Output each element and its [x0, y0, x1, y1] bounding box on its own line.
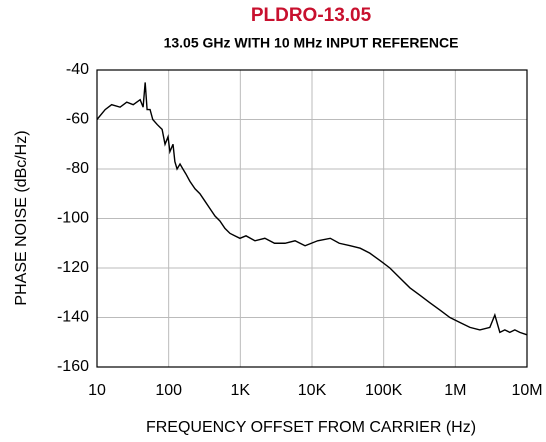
- x-tick-label: 1M: [444, 382, 466, 399]
- y-tick-label: -140: [57, 309, 89, 326]
- x-tick-label: 10: [88, 382, 106, 399]
- y-tick-label: -40: [66, 61, 89, 78]
- y-tick-label: -60: [66, 111, 89, 128]
- x-tick-label: 100K: [365, 382, 403, 399]
- chart-subtitle: 13.05 GHz WITH 10 MHz INPUT REFERENCE: [164, 35, 459, 51]
- chart-title: PLDRO-13.05: [251, 5, 372, 26]
- y-tick-label: -160: [57, 358, 89, 375]
- plot-frame: [96, 69, 528, 368]
- y-tick-label: -100: [57, 210, 89, 227]
- x-axis-label: FREQUENCY OFFSET FROM CARRIER (Hz): [146, 419, 476, 436]
- x-tick-label: 10K: [298, 382, 327, 399]
- y-tick-label: -120: [57, 259, 89, 276]
- y-tick-label: -80: [66, 160, 89, 177]
- y-axis-label: PHASE NOISE (dBc/Hz): [13, 130, 30, 305]
- x-tick-label: 10M: [511, 382, 542, 399]
- data-line: [96, 82, 528, 336]
- x-tick-label: 100: [155, 382, 182, 399]
- x-tick-label: 1K: [231, 382, 251, 399]
